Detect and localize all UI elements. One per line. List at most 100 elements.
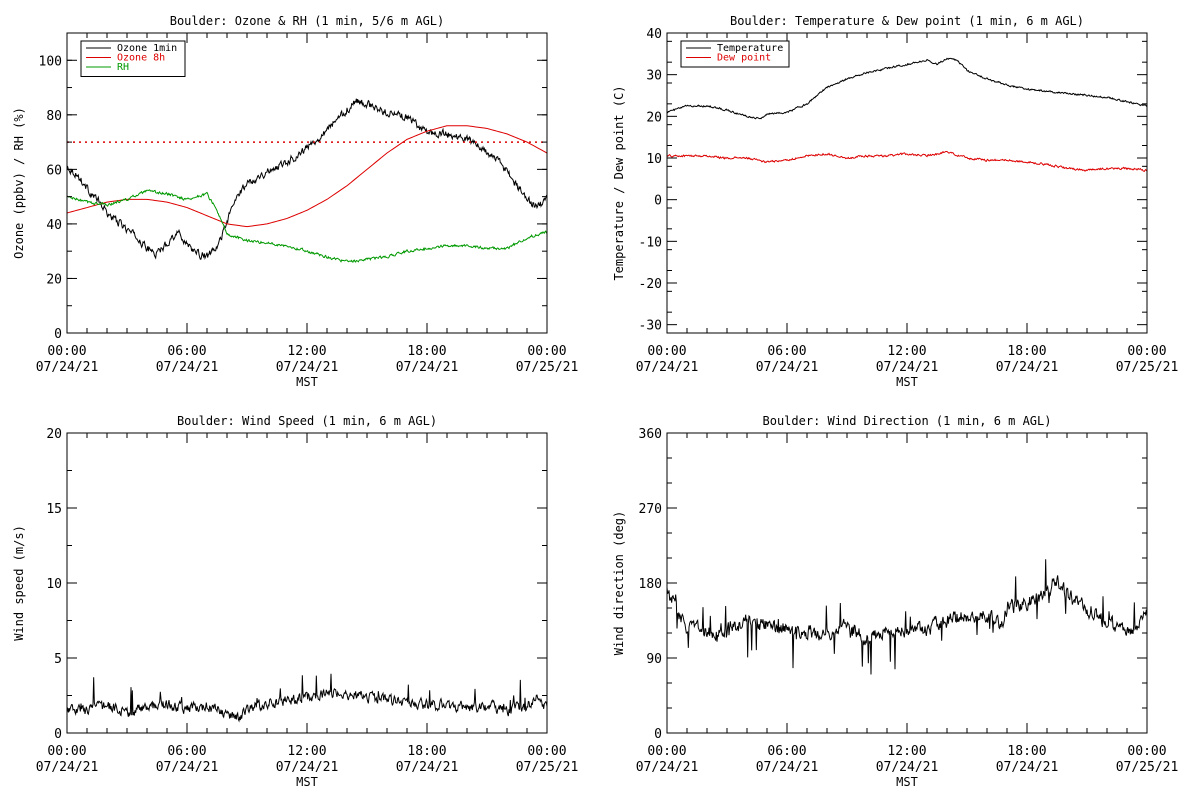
x-tick-label: 18:00 <box>407 344 446 359</box>
y-tick-label: -10 <box>639 235 662 250</box>
series-line-ozone-1min <box>66 98 548 260</box>
y-tick-label: 30 <box>646 69 662 84</box>
y-tick-label: 0 <box>654 727 662 742</box>
y-tick-label: 100 <box>39 54 62 69</box>
legend-label: Dew point <box>717 53 771 64</box>
y-tick-label: 40 <box>46 218 62 233</box>
y-tick-label: 270 <box>639 502 662 517</box>
series-line-main <box>666 559 1148 675</box>
x-tick-label: 12:00 <box>887 344 926 359</box>
x-tick-label: 12:00 <box>287 344 326 359</box>
plot-frame <box>66 432 548 734</box>
y-tick-label: 80 <box>46 109 62 124</box>
legend-box <box>80 40 186 77</box>
y-tick-label: -20 <box>639 277 662 292</box>
y-tick-label: 20 <box>646 110 662 125</box>
x-tick-label: 18:00 <box>1007 344 1046 359</box>
chart-ozone: Boulder: Ozone & RH (1 min, 5/6 m AGL)00… <box>12 14 578 389</box>
y-tick-label: 20 <box>46 427 62 442</box>
x-tick-date: 07/25/21 <box>1116 760 1179 775</box>
x-tick-label: 00:00 <box>1127 744 1166 759</box>
x-tick-label: 12:00 <box>287 744 326 759</box>
x-axis-label: MST <box>896 375 918 389</box>
y-tick-label: 0 <box>54 727 62 742</box>
y-axis-label: Wind direction (deg) <box>612 511 626 656</box>
x-tick-date: 07/24/21 <box>876 760 939 775</box>
chart-wdir: Boulder: Wind Direction (1 min, 6 m AGL)… <box>612 414 1178 789</box>
x-tick-label: 00:00 <box>1127 344 1166 359</box>
x-tick-label: 00:00 <box>647 744 686 759</box>
y-axis-label: Wind speed (m/s) <box>12 525 26 641</box>
x-tick-label: 00:00 <box>47 744 86 759</box>
y-tick-label: -30 <box>639 319 662 334</box>
legend-label: Ozone 8h <box>117 53 165 64</box>
x-tick-date: 07/24/21 <box>276 760 339 775</box>
x-tick-label: 12:00 <box>887 744 926 759</box>
y-axis-label: Temperature / Dew point (C) <box>612 85 626 280</box>
y-tick-label: 5 <box>54 652 62 667</box>
x-axis-label: MST <box>296 775 318 789</box>
x-axis-label: MST <box>296 375 318 389</box>
y-tick-label: 20 <box>46 272 62 287</box>
x-tick-date: 07/24/21 <box>756 360 819 375</box>
y-tick-label: 180 <box>639 577 662 592</box>
y-tick-label: 0 <box>654 194 662 209</box>
x-tick-date: 07/24/21 <box>36 760 99 775</box>
series-line-temperature <box>666 57 1148 120</box>
x-tick-label: 18:00 <box>407 744 446 759</box>
x-tick-date: 07/25/21 <box>516 760 579 775</box>
series-line-ozone-8h <box>66 125 548 228</box>
x-tick-date: 07/24/21 <box>396 360 459 375</box>
legend-box <box>680 40 790 68</box>
chart-temp: Boulder: Temperature & Dew point (1 min,… <box>612 14 1178 389</box>
x-tick-date: 07/25/21 <box>516 360 579 375</box>
plot-frame <box>666 432 1148 734</box>
y-tick-label: 360 <box>639 427 662 442</box>
y-tick-label: 0 <box>54 327 62 342</box>
series-line-rh <box>66 189 548 263</box>
x-tick-date: 07/24/21 <box>996 360 1059 375</box>
legend-label: Temperature <box>717 43 783 54</box>
chart-wspd: Boulder: Wind Speed (1 min, 6 m AGL) 00:0… <box>12 414 578 789</box>
x-tick-date: 07/24/21 <box>636 360 699 375</box>
series-line-main <box>66 673 548 723</box>
x-tick-label: 00:00 <box>47 344 86 359</box>
x-tick-label: 06:00 <box>167 344 206 359</box>
x-tick-date: 07/24/21 <box>636 760 699 775</box>
x-tick-date: 07/24/21 <box>36 360 99 375</box>
x-tick-label: 00:00 <box>527 344 566 359</box>
y-tick-label: 15 <box>46 502 62 517</box>
y-tick-label: 10 <box>46 577 62 592</box>
x-tick-date: 07/25/21 <box>1116 360 1179 375</box>
x-tick-date: 07/24/21 <box>996 760 1059 775</box>
y-tick-label: 10 <box>646 152 662 167</box>
y-tick-label: 40 <box>646 27 662 42</box>
chart-title: Boulder: Temperature & Dew point (1 min,… <box>730 14 1084 28</box>
legend-label: RH <box>117 62 129 73</box>
x-tick-date: 07/24/21 <box>156 760 219 775</box>
y-axis-label: Ozone (ppbv) / RH (%) <box>12 107 26 259</box>
x-tick-label: 00:00 <box>647 344 686 359</box>
x-tick-date: 07/24/21 <box>156 360 219 375</box>
x-tick-label: 06:00 <box>167 744 206 759</box>
chart-title: Boulder: Ozone & RH (1 min, 5/6 m AGL) <box>170 14 445 28</box>
x-tick-label: 06:00 <box>767 344 806 359</box>
chart-title: Boulder: Wind Speed (1 min, 6 m AGL) <box>177 414 437 428</box>
x-tick-date: 07/24/21 <box>756 760 819 775</box>
x-tick-label: 06:00 <box>767 744 806 759</box>
x-axis-label: MST <box>896 775 918 789</box>
series-line-dew-point <box>666 150 1147 172</box>
y-tick-label: 90 <box>646 652 662 667</box>
legend-label: Ozone 1min <box>117 43 177 54</box>
y-tick-label: 60 <box>46 163 62 178</box>
x-tick-date: 07/24/21 <box>276 360 339 375</box>
x-tick-date: 07/24/21 <box>876 360 939 375</box>
x-tick-date: 07/24/21 <box>396 760 459 775</box>
x-tick-label: 00:00 <box>527 744 566 759</box>
plot-frame <box>666 32 1148 334</box>
x-tick-label: 18:00 <box>1007 744 1046 759</box>
chart-title: Boulder: Wind Direction (1 min, 6 m AGL) <box>763 414 1052 428</box>
plot-frame <box>66 32 548 334</box>
